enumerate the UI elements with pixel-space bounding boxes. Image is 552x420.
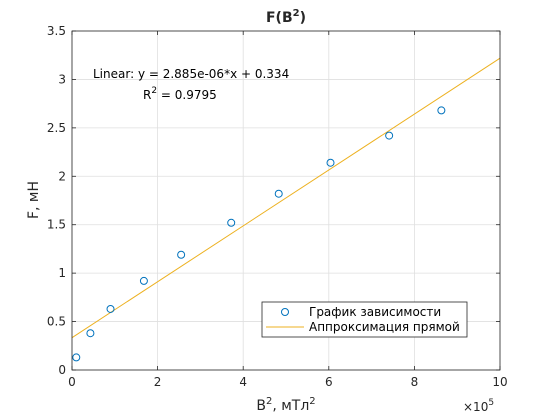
- y-tick-label: 0.5: [47, 315, 66, 329]
- y-axis-label: F, мН: [26, 181, 42, 219]
- y-tick-label: 3.5: [47, 24, 66, 38]
- x-tick-label: 2: [154, 375, 162, 389]
- x-tick-label: 4: [239, 375, 247, 389]
- y-tick-label: 1: [58, 266, 66, 280]
- legend: График зависимости Аппроксимация прямой: [262, 302, 467, 337]
- chart-title: F(B2): [266, 8, 306, 26]
- y-tick-label: 0: [58, 363, 66, 377]
- legend-label-fit: Аппроксимация прямой: [309, 320, 460, 334]
- y-tick-label: 2: [58, 169, 66, 183]
- y-tick-label: 3: [58, 72, 66, 86]
- x-tick-label: 10: [492, 375, 507, 389]
- fit-equation: Linear: y = 2.885e-06*x + 0.334: [93, 67, 289, 81]
- x-tick-label: 6: [325, 375, 333, 389]
- x-axis-label: B2, мТл2: [256, 396, 315, 414]
- y-tick-label: 2.5: [47, 121, 66, 135]
- x-tick-label: 8: [411, 375, 419, 389]
- y-tick-label: 1.5: [47, 218, 66, 232]
- x-tick-label: 0: [68, 375, 76, 389]
- legend-label-points: График зависимости: [309, 305, 441, 319]
